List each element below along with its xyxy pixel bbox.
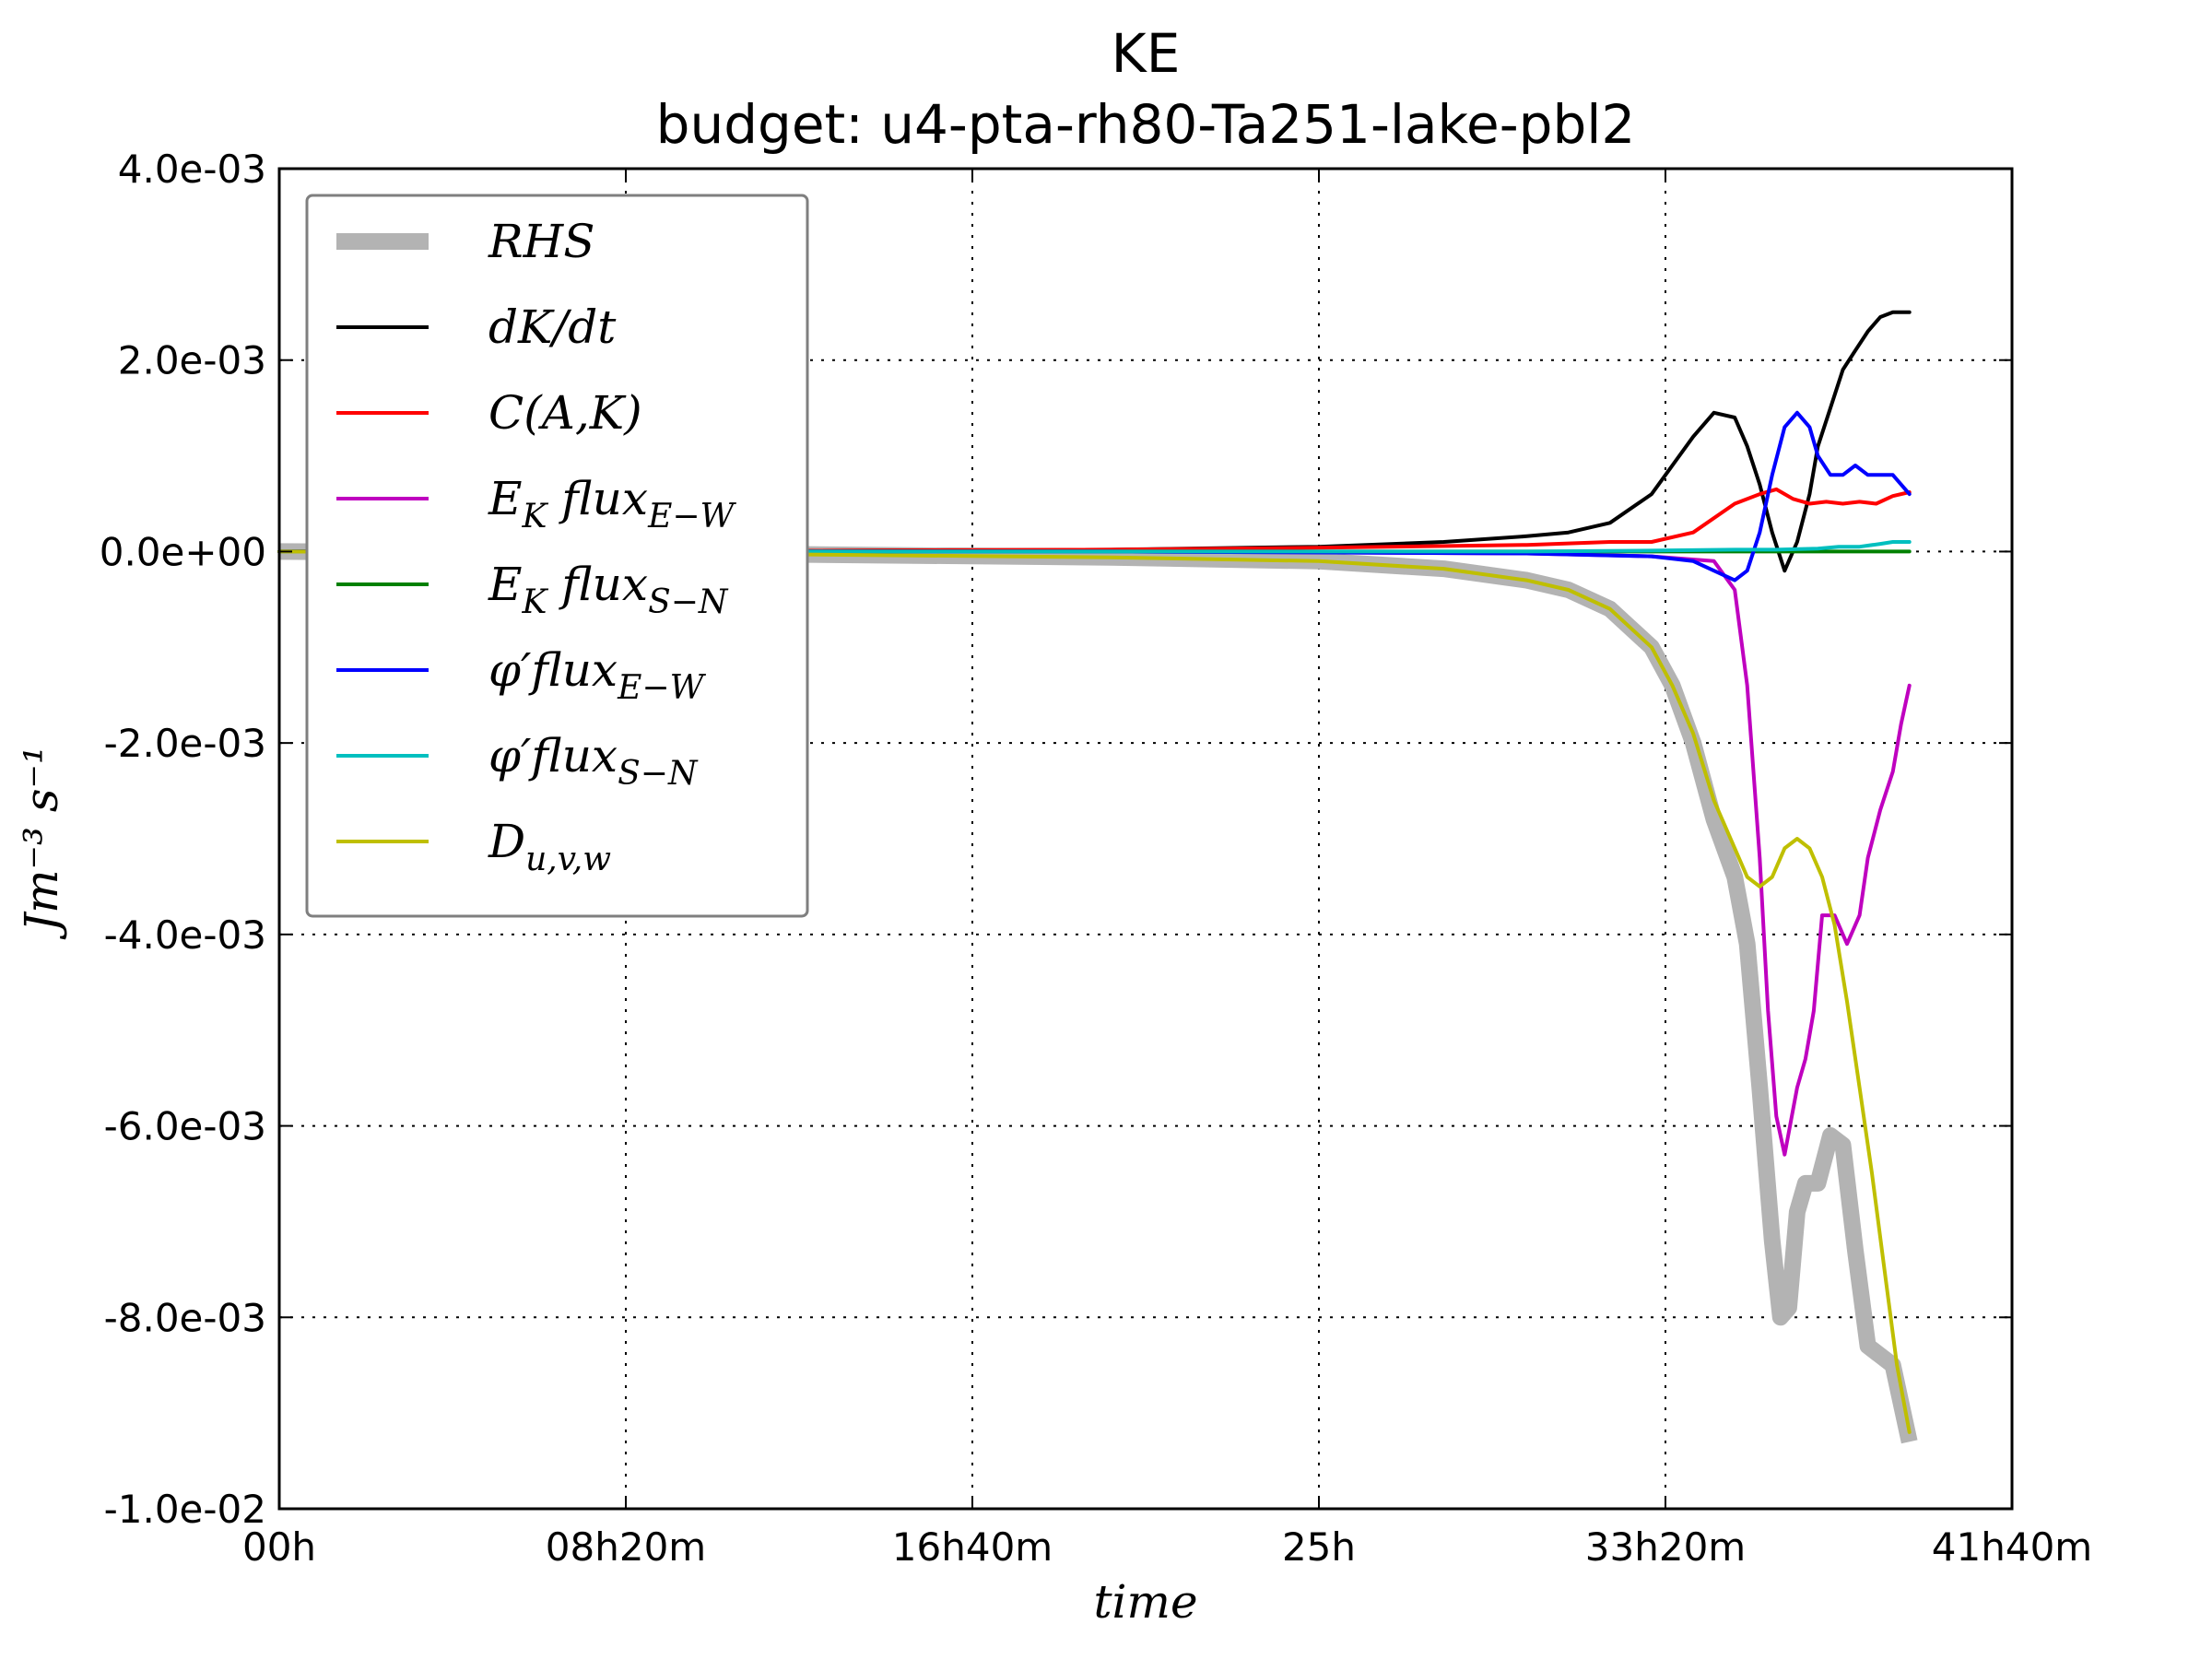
series-layer bbox=[277, 310, 1918, 1444]
legend-label: φ′fluxE−W bbox=[488, 643, 707, 707]
legend: RHS dK/dt C(A,K) EK fluxE−W EK fluxS−N φ′flux… bbox=[305, 194, 809, 918]
x-axis-label: time bbox=[1093, 1575, 1197, 1629]
y-tick-label: 4.0e-03 bbox=[118, 147, 266, 192]
y-tick-label: -2.0e-03 bbox=[104, 721, 266, 766]
plot-frame bbox=[277, 167, 2014, 1511]
legend-label: RHS bbox=[488, 215, 595, 268]
y-tick-label: 0.0e+00 bbox=[100, 529, 266, 574]
x-tick-labels: 00h 08h20m 16h40m 25h 33h20m 41h40m bbox=[242, 1524, 2092, 1570]
y-tick-label: 2.0e-03 bbox=[118, 338, 266, 383]
legend-label: φ′fluxS−N bbox=[488, 729, 699, 793]
tick-marks bbox=[278, 168, 2013, 1510]
x-tick-label: 00h bbox=[242, 1524, 316, 1570]
legend-label: dK/dt bbox=[488, 300, 617, 354]
x-tick-label: 25h bbox=[1282, 1524, 1356, 1570]
legend-label: EK fluxE−W bbox=[488, 472, 737, 535]
series-line-phi-flux-e-w bbox=[277, 410, 1912, 582]
chart-subtitle: budget: u4-pta-rh80-Ta251-lake-pbl2 bbox=[656, 93, 1636, 156]
legend-label: C(A,K) bbox=[488, 386, 642, 440]
x-tick-label: 33h20m bbox=[1585, 1524, 1746, 1570]
legend-label: EK fluxS−N bbox=[488, 558, 729, 621]
x-tick-label: 41h40m bbox=[1932, 1524, 2092, 1570]
series-line-phi-flux-s-n bbox=[277, 540, 1912, 554]
series-line-dk-dt bbox=[277, 310, 1912, 573]
y-axis-label: Jm⁻³ s⁻¹ bbox=[15, 746, 68, 940]
y-tick-label: -1.0e-02 bbox=[104, 1487, 266, 1532]
series-line-d-u-v-w bbox=[277, 549, 1912, 1434]
x-tick-label: 16h40m bbox=[892, 1524, 1053, 1570]
y-tick-labels: 4.0e-03 2.0e-03 0.0e+00 -2.0e-03 -4.0e-03 -6.… bbox=[100, 147, 266, 1532]
series-line-c-a-k bbox=[277, 487, 1912, 554]
legend-label: Du,v,w bbox=[488, 815, 611, 878]
y-tick-label: -4.0e-03 bbox=[104, 912, 266, 958]
x-tick-label: 08h20m bbox=[546, 1524, 706, 1570]
y-tick-label: -8.0e-03 bbox=[104, 1295, 266, 1340]
chart-title: KE bbox=[1112, 22, 1181, 85]
y-tick-label: -6.0e-03 bbox=[104, 1104, 266, 1149]
legend-box bbox=[305, 194, 809, 918]
